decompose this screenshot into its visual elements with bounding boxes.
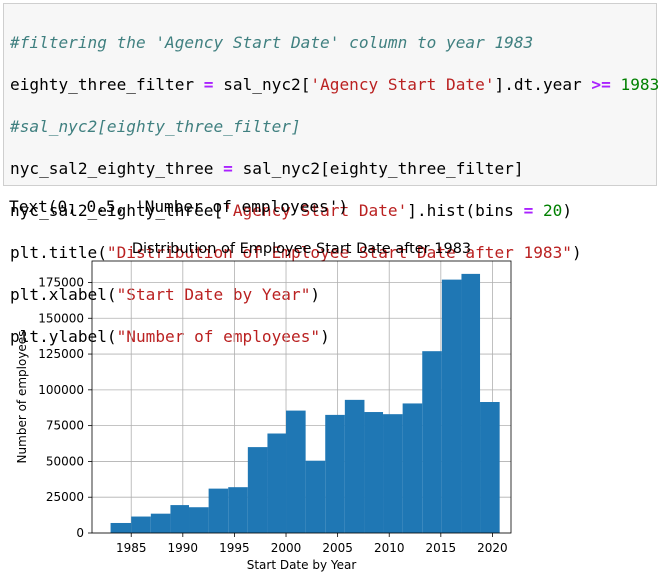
code-text: ) — [320, 327, 330, 346]
histogram-bar — [208, 488, 229, 533]
y-tick-label: 125000 — [38, 347, 84, 361]
x-axis-label: Start Date by Year — [247, 558, 357, 572]
code-text: sal_nyc2[eighty_three_filter] — [232, 159, 524, 178]
histogram-bar — [480, 402, 500, 533]
code-line-1: #filtering the 'Agency Start Date' colum… — [10, 32, 656, 53]
code-operator: = — [203, 75, 214, 94]
histogram-bar — [170, 505, 190, 533]
code-string: "Distribution of Employee Start Date aft… — [106, 243, 572, 262]
x-tick-label: 1990 — [168, 541, 199, 555]
y-axis-label: Number of employees — [15, 331, 29, 464]
code-text: sal_nyc2[ — [213, 75, 311, 94]
code-line-2: eighty_three_filter = sal_nyc2['Agency S… — [10, 74, 659, 95]
code-text: nyc_sal2_eighty_three[ — [10, 201, 224, 220]
code-text: plt.ylabel( — [10, 327, 117, 346]
histogram-bar — [325, 414, 345, 533]
code-text — [611, 75, 621, 94]
code-text: plt.xlabel( — [10, 285, 117, 304]
code-line-6: plt.title("Distribution of Employee Star… — [10, 242, 656, 263]
y-tick-label: 100000 — [38, 383, 84, 397]
code-string: 'Agency Start Date' — [310, 75, 495, 94]
chart-title: Distribution of Employee Start Date afte… — [132, 241, 471, 257]
x-tick-label: 2000 — [271, 541, 302, 555]
histogram-bar — [422, 351, 442, 533]
x-tick-label: 2010 — [374, 541, 405, 555]
histogram-bar — [131, 516, 151, 533]
code-number: 1983 — [620, 75, 659, 94]
code-text: ) — [310, 285, 321, 304]
code-line-3: #sal_nyc2[eighty_three_filter] — [10, 116, 656, 137]
histogram-bar — [344, 399, 365, 533]
histogram-bar — [383, 414, 403, 533]
code-text: nyc_sal2_eighty_three — [10, 159, 224, 178]
histogram-bar — [228, 487, 248, 533]
y-tick-label: 0 — [76, 526, 84, 540]
y-tick-label: 50000 — [46, 454, 84, 468]
histogram-bar — [150, 513, 171, 533]
x-tick-label: 2005 — [322, 541, 353, 555]
x-tick-label: 2015 — [426, 541, 457, 555]
y-tick-label: 150000 — [38, 311, 84, 325]
code-text — [533, 201, 543, 220]
histogram-chart: 1985 1990 1995 2000 2005 2010 2015 2020 0 25000 50… — [15, 241, 512, 572]
code-operator: >= — [591, 75, 611, 94]
histogram-bar — [305, 460, 326, 533]
x-tick-label: 1995 — [219, 541, 250, 555]
code-text: ) — [572, 243, 582, 262]
code-cell[interactable]: #filtering the 'Agency Start Date' colum… — [3, 3, 659, 346]
code-number: 20 — [542, 201, 563, 220]
histogram-bar — [189, 507, 209, 533]
code-text: ) — [562, 201, 573, 220]
histogram-bar — [247, 447, 268, 533]
histogram-bar — [402, 403, 423, 533]
code-text: ].dt.year — [494, 75, 592, 94]
y-tick-label: 175000 — [38, 275, 84, 289]
histogram-bar — [267, 433, 287, 533]
plot-frame — [91, 260, 512, 534]
y-tick-label: 75000 — [46, 419, 84, 433]
histogram-bar — [441, 279, 462, 533]
code-operator: = — [223, 159, 233, 178]
histogram-bar — [286, 410, 306, 533]
code-text: plt.title( — [10, 243, 107, 262]
axis-ticks: 1985 1990 1995 2000 2005 2010 2015 2020 0 25000 50… — [38, 275, 508, 555]
code-string: "Number of employees" — [116, 327, 321, 346]
code-line-5: nyc_sal2_eighty_three['Agency Start Date… — [10, 200, 656, 221]
code-comment: #sal_nyc2[eighty_three_filter] — [10, 117, 301, 136]
code-text: eighty_three_filter — [10, 75, 204, 94]
histogram-bar — [110, 522, 132, 533]
code-text: ].hist(bins — [407, 201, 524, 220]
x-tick-label: 2020 — [477, 541, 508, 555]
x-tick-label: 1985 — [116, 541, 147, 555]
histogram-bar — [461, 273, 481, 533]
y-tick-label: 25000 — [46, 490, 84, 504]
code-line-4: nyc_sal2_eighty_three = sal_nyc2[eighty_… — [10, 158, 656, 179]
code-line-8: plt.ylabel("Number of employees") — [10, 326, 656, 347]
code-string: 'Agency Start Date' — [223, 201, 408, 220]
histogram-bars — [110, 273, 500, 533]
code-operator: = — [523, 201, 534, 220]
cell-output-text: Text(0, 0.5, 'Number of employees') — [9, 197, 349, 216]
code-comment: #filtering the 'Agency Start Date' colum… — [10, 33, 534, 52]
histogram-bar — [364, 412, 384, 533]
